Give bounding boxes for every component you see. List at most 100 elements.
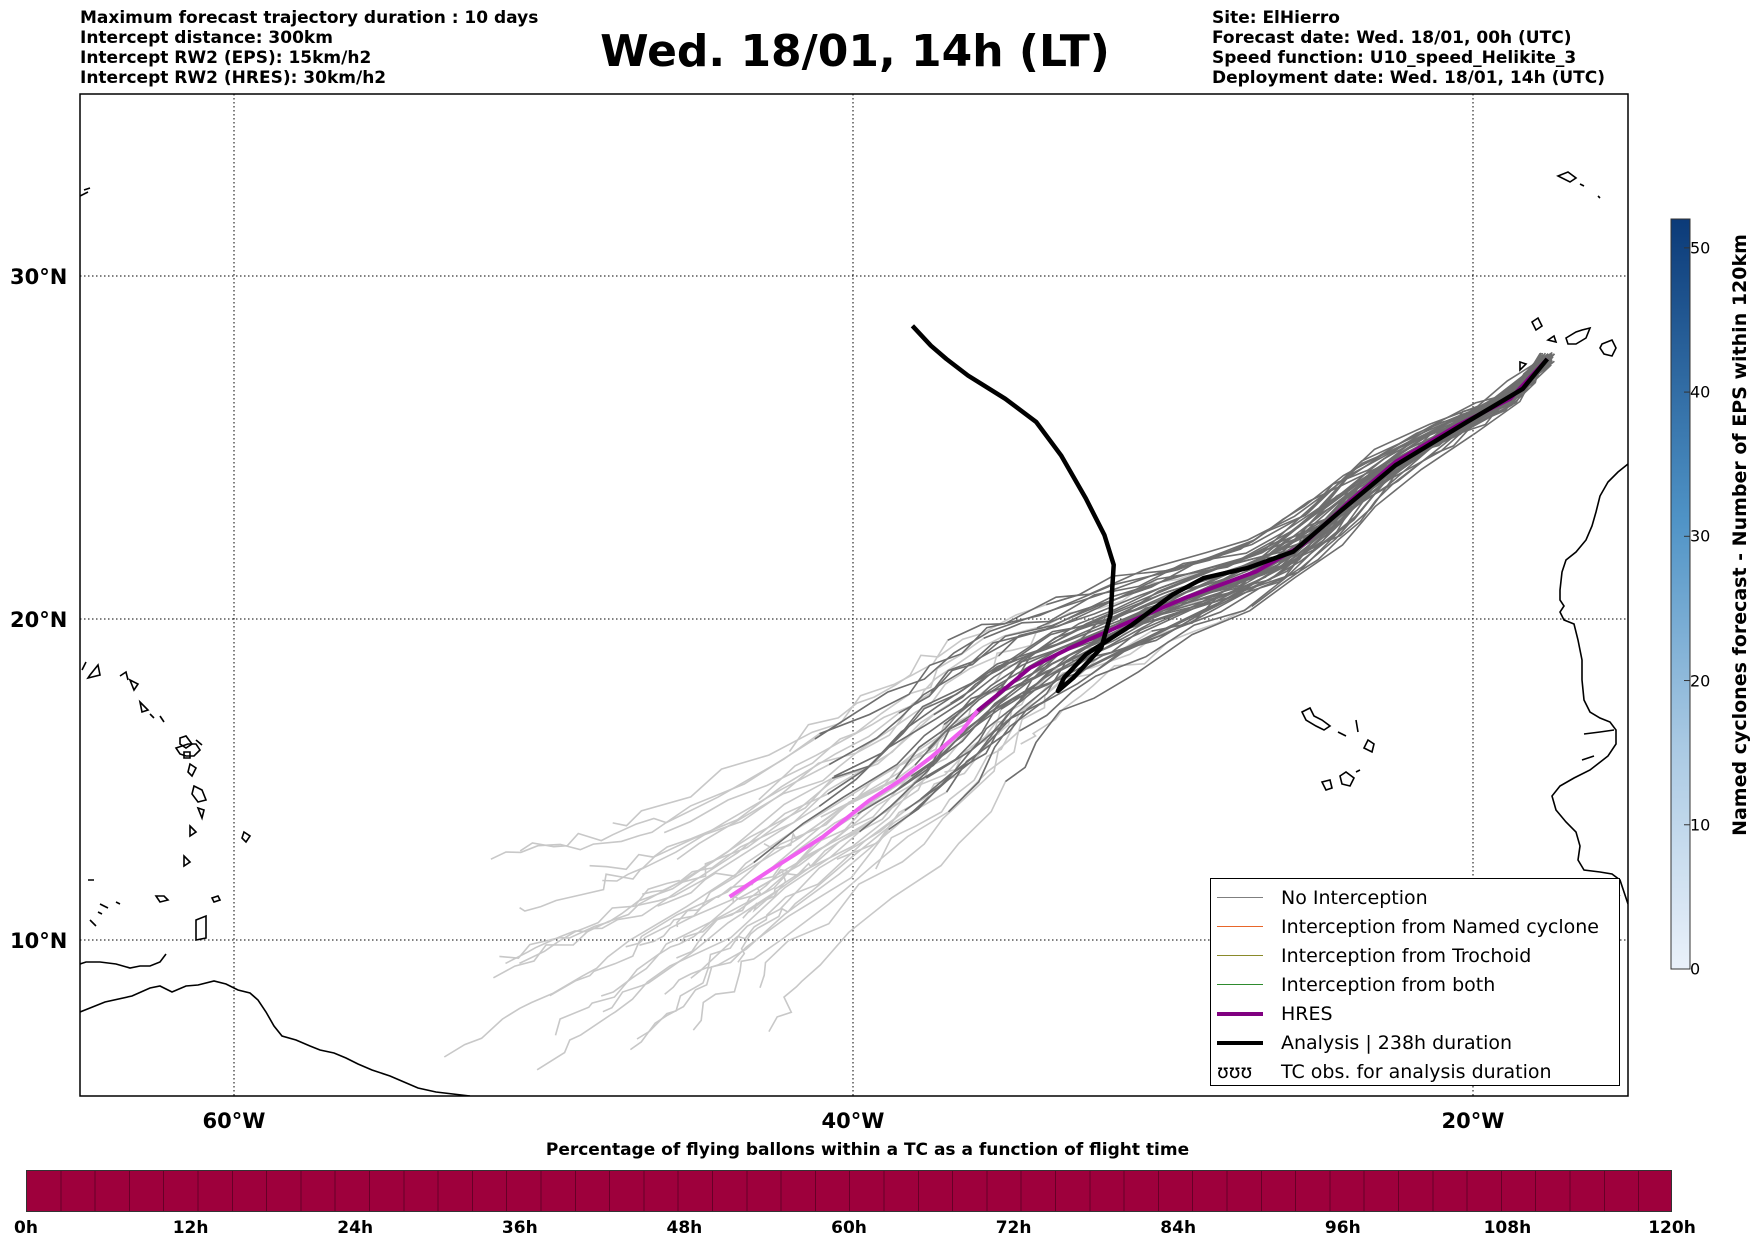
eps-member-far-32	[636, 761, 972, 1040]
legend-item: ʊʊʊ TC obs. for analysis duration	[1217, 1057, 1613, 1086]
dominica-island	[187, 762, 198, 778]
tobago-island	[210, 895, 222, 903]
guadeloupe-island	[174, 743, 202, 757]
lat-label-10: 10°N	[10, 929, 67, 953]
canary-islands	[1519, 316, 1617, 372]
legend-label: Analysis | 238h duration	[1281, 1031, 1513, 1054]
eps-member-far-40	[519, 746, 890, 965]
lon-label-60w: 60°W	[203, 1109, 266, 1133]
madeira-islands	[1556, 171, 1601, 199]
legend-label: HRES	[1281, 1002, 1333, 1025]
coastlines	[80, 171, 1628, 1096]
info-intercept-distance: Intercept distance: 300km	[80, 28, 333, 48]
legend-line-swatch	[1217, 1035, 1263, 1051]
lat-label-30: 30°N	[10, 265, 67, 289]
flight-time-tick-label: 24h	[337, 1218, 374, 1238]
legend-line-swatch	[1217, 948, 1263, 964]
hres-track-far	[728, 709, 979, 899]
caribbean-island-4	[138, 699, 150, 714]
flight-time-tick-label: 48h	[666, 1218, 703, 1238]
legend-item: Analysis | 238h duration	[1217, 1028, 1613, 1057]
eps-member-far-22	[676, 626, 1056, 861]
legend-item: Interception from Trochoid	[1217, 941, 1613, 970]
aruba-island	[89, 919, 97, 927]
eps-member-near-45	[947, 354, 1548, 813]
stvincent-island	[189, 824, 198, 838]
legend-line-swatch	[1217, 919, 1263, 935]
flight-time-tick-label: 12h	[172, 1218, 209, 1238]
flight-time-bar-caption: Percentage of flying ballons within a TC…	[545, 1140, 1190, 1160]
flight-time-tick-label: 108h	[1483, 1218, 1532, 1238]
eps-member-far-46	[676, 740, 963, 928]
stlucia-island	[196, 806, 205, 821]
lon-label-40w: 40°W	[822, 1109, 885, 1133]
page-title: Wed. 18/01, 14h (LT)	[600, 26, 1110, 77]
eps-member-far-45	[692, 746, 996, 1031]
eps-member-far-17	[758, 602, 1104, 801]
tc-obs-symbol-icon: ʊʊʊ	[1217, 1060, 1253, 1083]
legend-item: HRES	[1217, 999, 1613, 1028]
eps-member-far-30	[499, 734, 901, 960]
eps-member-far-29	[589, 669, 953, 871]
caribbean-island-6	[159, 715, 165, 723]
martinique-island	[191, 784, 208, 803]
eps-member-far-28	[768, 742, 1037, 1032]
legend-line-swatch	[1217, 1006, 1263, 1022]
map-frame	[79, 93, 1629, 1097]
venezuela-gulf	[80, 953, 167, 969]
northwest-coast-fragment	[80, 187, 91, 197]
abc-islands	[88, 879, 121, 915]
colorbar-tick-marks	[1684, 247, 1690, 970]
caribbean-island-5	[149, 713, 155, 719]
eps-member-far-41	[505, 731, 903, 965]
analysis-track	[910, 324, 1550, 694]
trinidad-island	[195, 914, 207, 941]
eps-member-far-42	[600, 728, 951, 997]
header-left-info: Maximum forecast trajectory duration : 1…	[80, 8, 538, 88]
colorbar-tick-label: 0	[1690, 959, 1701, 979]
eps-member-far-19	[519, 717, 901, 912]
eps-member-far-44	[875, 639, 1157, 870]
legend-line-swatch	[1217, 890, 1263, 906]
header-right-info: Site: ElHierro Forecast date: Wed. 18/01…	[1212, 8, 1605, 88]
legend-line-swatch	[1217, 977, 1263, 993]
eps-member-far-27	[549, 728, 946, 997]
south-america-coast	[80, 980, 471, 1096]
eps-member-far-25	[663, 620, 1050, 834]
legend-label: No Interception	[1281, 886, 1428, 909]
eps-member-far-7	[759, 690, 1074, 988]
eps-member-far-3	[625, 715, 971, 948]
flight-time-tick-label: 84h	[1160, 1218, 1197, 1238]
flight-time-tick-label: 72h	[995, 1218, 1032, 1238]
eps-member-near-25	[983, 354, 1551, 640]
barbados-island	[241, 830, 252, 844]
cape-verde-islands	[1300, 706, 1375, 791]
analysis-track-line	[910, 324, 1550, 694]
legend-item: No Interception	[1217, 883, 1613, 912]
eps-member-far-11	[443, 796, 844, 1058]
legend-item: Interception from Named cyclone	[1217, 912, 1613, 941]
legend-label: Interception from Named cyclone	[1281, 915, 1599, 938]
legend-label: Interception from both	[1281, 973, 1496, 996]
flight-time-bar	[26, 1170, 1672, 1212]
eps-member-far-8	[536, 769, 929, 1071]
info-forecast-date: Forecast date: Wed. 18/01, 00h (UTC)	[1212, 28, 1572, 48]
eps-member-far-31	[519, 693, 910, 852]
eps-member-far-1	[634, 683, 977, 906]
legend-item: Interception from both	[1217, 970, 1613, 999]
flight-time-tick-label: 0h	[14, 1218, 38, 1238]
info-max-duration: Maximum forecast trajectory duration : 1…	[80, 8, 539, 28]
eps-member-far-38	[602, 661, 973, 882]
legend-label: Interception from Trochoid	[1281, 944, 1532, 967]
flight-time-tick-label: 120h	[1648, 1218, 1696, 1238]
colorbar-tick-label: 50	[1690, 238, 1711, 258]
colorbar-tick-label: 10	[1690, 815, 1711, 835]
eps-member-far-9	[681, 732, 983, 944]
flight-time-tick-label: 96h	[1324, 1218, 1361, 1238]
flight-time-tick-label: 36h	[501, 1218, 538, 1238]
eps-member-far-20	[742, 732, 993, 919]
eps-member-far-18	[676, 700, 1010, 959]
info-deployment-date: Deployment date: Wed. 18/01, 14h (UTC)	[1212, 68, 1606, 88]
cyclone-colorbar	[1670, 218, 1691, 970]
